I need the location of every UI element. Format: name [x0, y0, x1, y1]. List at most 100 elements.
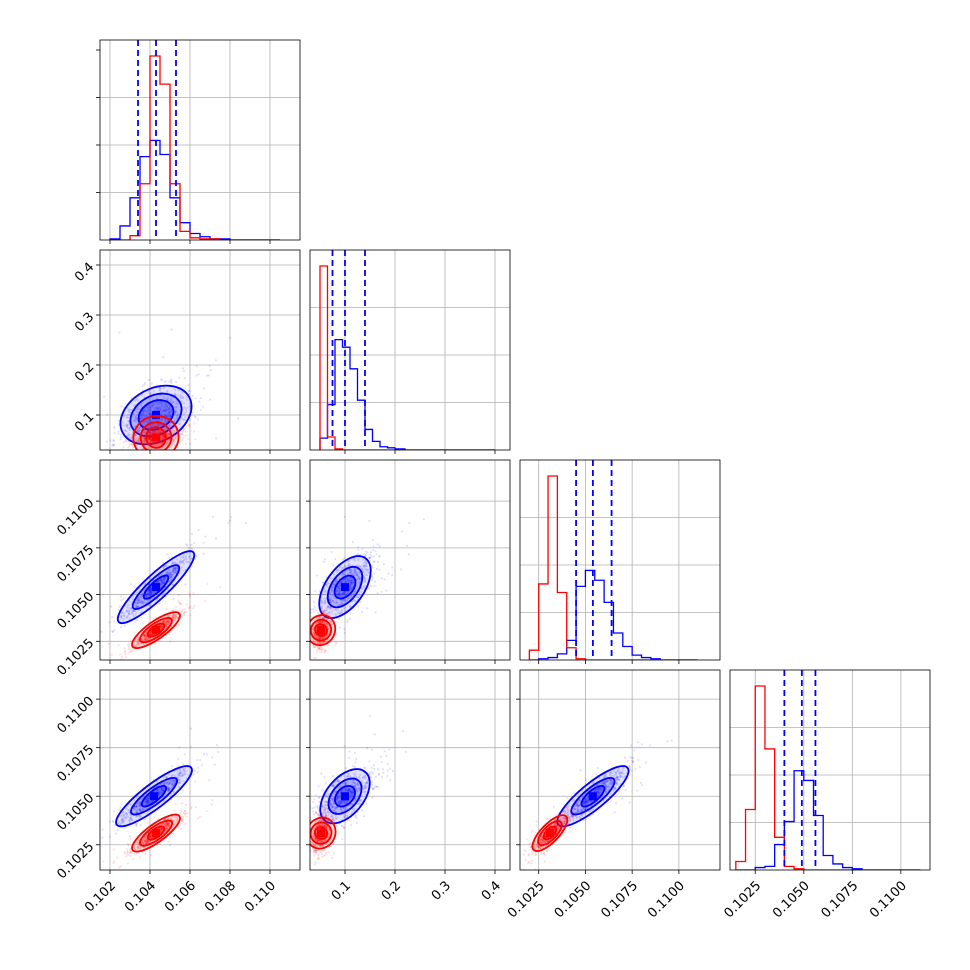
scatter-point [181, 396, 184, 399]
scatter-point [374, 611, 377, 614]
scatter-point [364, 554, 367, 557]
scatter-point [166, 396, 170, 400]
scatter-point [166, 572, 169, 576]
scatter-point [162, 579, 165, 582]
scatter-point [149, 588, 152, 591]
scatter-point [149, 591, 153, 594]
scatter-point [346, 599, 349, 602]
scatter-point [167, 439, 171, 442]
scatter-point [179, 602, 182, 605]
scatter-point [159, 433, 162, 436]
scatter-point [353, 559, 356, 562]
scatter-point [143, 637, 146, 640]
scatter-point [333, 616, 336, 620]
scatter-point [138, 442, 141, 445]
scatter-point [178, 559, 181, 562]
scatter-point [172, 791, 175, 794]
scatter-point [139, 596, 142, 599]
scatter-point [306, 595, 308, 597]
scatter-point [332, 591, 335, 594]
scatter-point [202, 753, 206, 756]
scatter-point [321, 647, 324, 651]
scatter-point [163, 782, 166, 785]
scatter-point [127, 445, 130, 448]
scatter-point [173, 561, 176, 564]
scatter-point [328, 596, 331, 599]
scatter-point [127, 651, 130, 654]
scatter-point [316, 617, 319, 620]
scatter-point [164, 619, 167, 622]
scatter-point [125, 416, 128, 419]
scatter-point [322, 610, 325, 613]
scatter-point [126, 424, 129, 427]
scatter-point [160, 418, 163, 421]
scatter-point [175, 432, 178, 435]
scatter-point [290, 559, 292, 561]
scatter-point [325, 582, 328, 585]
scatter-point [147, 637, 150, 641]
scatter-point [348, 572, 351, 575]
scatter-point [323, 588, 326, 591]
scatter-point [317, 616, 320, 619]
scatter-point [144, 441, 147, 444]
scatter-point [167, 408, 170, 411]
scatter-point [152, 390, 155, 393]
scatter-point [179, 558, 182, 562]
scatter-point [139, 417, 142, 420]
scatter-point [150, 413, 153, 416]
scatter-series-blue [80, 727, 220, 839]
scatter-point [313, 645, 316, 648]
scatter-point [170, 573, 173, 576]
scatter-point [143, 409, 146, 412]
scatter-point [160, 579, 163, 582]
scatter-point [163, 427, 166, 430]
scatter-point [174, 410, 177, 413]
scatter-point [137, 640, 140, 643]
scatter-point [382, 563, 385, 566]
scatter-point [184, 407, 187, 410]
scatter-point [122, 431, 125, 434]
scatter-point [172, 438, 175, 441]
scatter-point [342, 591, 345, 594]
scatter-point [149, 413, 152, 416]
scatter-point [354, 569, 357, 572]
scatter-point [154, 424, 157, 427]
scatter-point [323, 593, 326, 596]
scatter-point [317, 617, 320, 620]
scatter-point [149, 633, 152, 636]
scatter-point [118, 608, 121, 612]
scatter-point [135, 605, 139, 608]
scatter-point [173, 434, 176, 437]
scatter-point [156, 443, 159, 446]
scatter-point [166, 571, 170, 574]
scatter-point [167, 620, 171, 623]
scatter-point [143, 441, 146, 444]
scatter-point [168, 407, 171, 410]
scatter-point [149, 437, 152, 440]
scatter-point [123, 826, 126, 829]
scatter-point [174, 571, 177, 574]
scatter-point [351, 570, 354, 573]
scatter-point [162, 435, 166, 438]
axes-frame [729, 669, 931, 871]
scatter-point [158, 394, 161, 397]
scatter-point [132, 595, 135, 598]
scatter-point [136, 638, 139, 642]
scatter-point [149, 437, 152, 440]
scatter-point [318, 615, 321, 619]
scatter-point [123, 624, 126, 627]
scatter-point [169, 408, 172, 411]
scatter-point [312, 600, 316, 604]
scatter-point [149, 633, 152, 636]
scatter-point [197, 373, 200, 376]
scatter-point [321, 636, 324, 639]
scatter-point [154, 441, 157, 444]
scatter-point [319, 620, 322, 623]
scatter-point [209, 368, 212, 372]
scatter-point [303, 617, 305, 619]
scatter-point [80, 835, 82, 837]
scatter-point [163, 409, 166, 412]
scatter-point [208, 364, 211, 367]
scatter-point [170, 578, 173, 581]
scatter-point [140, 417, 143, 420]
